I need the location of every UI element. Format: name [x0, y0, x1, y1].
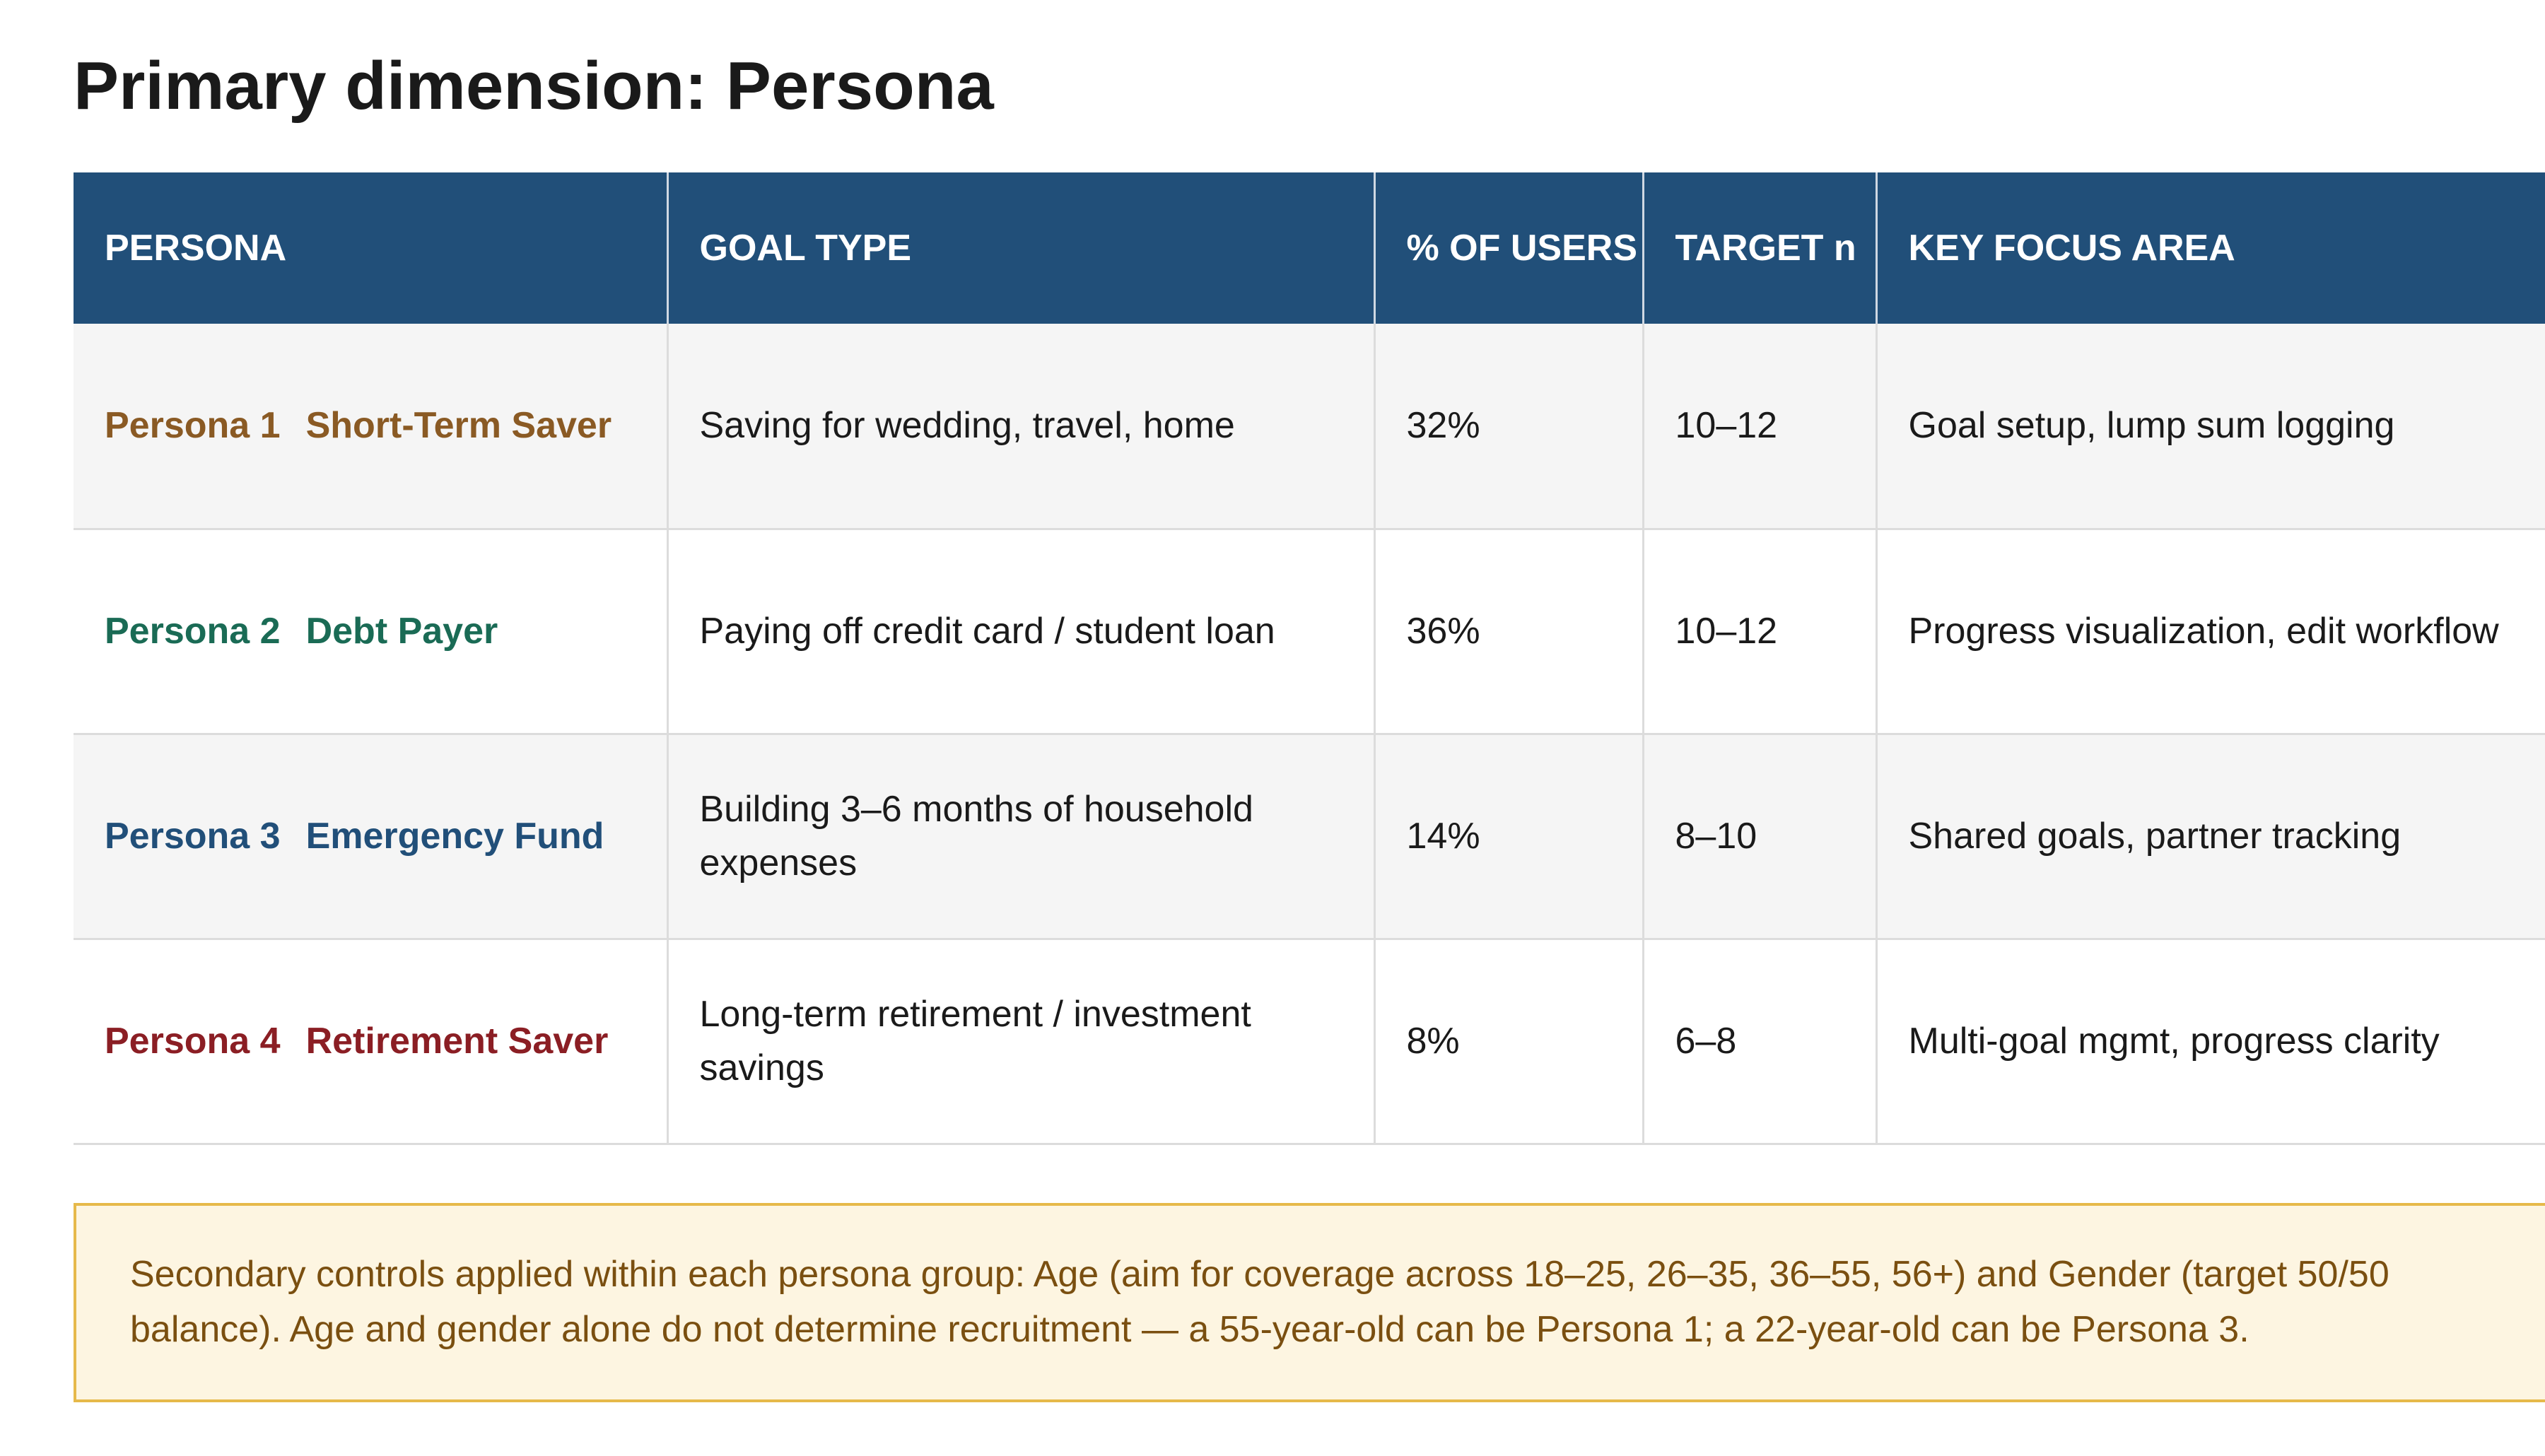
persona-cell: Persona 3 Emergency Fund [74, 734, 669, 939]
persona-name: Debt Payer [305, 611, 498, 652]
target-n-cell: 10–12 [1643, 324, 1878, 529]
column-header-key-focus-area: KEY FOCUS AREA [1908, 228, 2235, 269]
target-n-cell: 6–8 [1643, 939, 1878, 1144]
column-header-pct-users: % OF USERS [1374, 172, 1644, 324]
focus-area-cell: Goal setup, lump sum logging [1908, 405, 2395, 447]
table-header-row: PERSONA GOAL TYPE % OF USERS TARGET n KE… [74, 172, 2545, 324]
pct-users-cell: 36% [1374, 529, 1644, 734]
secondary-controls-note: Secondary controls applied within each p… [74, 1203, 2545, 1402]
table-row: Persona 4 Retirement Saver Long-term reti… [74, 939, 2545, 1144]
target-n-cell: 8–10 [1643, 734, 1878, 939]
pct-users-cell: 14% [1374, 734, 1644, 939]
persona-number: Persona 1 [105, 405, 281, 447]
persona-cell: Persona 4 Retirement Saver [74, 939, 669, 1144]
pct-users-cell: 32% [1374, 324, 1644, 529]
persona-number: Persona 4 [105, 1021, 281, 1062]
table-row: Persona 1 Short-Term Saver Saving for wed… [74, 324, 2545, 529]
focus-area-cell: Shared goals, partner tracking [1908, 816, 2401, 857]
persona-name: Short-Term Saver [305, 405, 612, 447]
goal-type-cell: Saving for wedding, travel, home [667, 324, 1376, 529]
goal-type-cell: Paying off credit card / student loan [667, 529, 1376, 734]
goal-type-cell: Building 3–6 months of household expense… [667, 734, 1376, 939]
focus-area-cell: Multi-goal mgmt, progress clarity [1908, 1021, 2440, 1062]
persona-cell: Persona 2 Debt Payer [74, 529, 669, 734]
column-header-goal-type: GOAL TYPE [667, 172, 1376, 324]
table-row: Persona 3 Emergency Fund Building 3–6 mon… [74, 734, 2545, 939]
pct-users-cell: 8% [1374, 939, 1644, 1144]
persona-name: Emergency Fund [305, 816, 604, 857]
table-row: Persona 2 Debt Payer Paying off credit ca… [74, 529, 2545, 734]
persona-name: Retirement Saver [305, 1021, 609, 1062]
persona-number: Persona 2 [105, 611, 281, 652]
target-n-cell: 10–12 [1643, 529, 1878, 734]
persona-table: PERSONA GOAL TYPE % OF USERS TARGET n KE… [74, 172, 2545, 1145]
persona-cell: Persona 1 Short-Term Saver [74, 324, 669, 529]
persona-number: Persona 3 [105, 816, 281, 857]
column-header-target-n: TARGET n [1643, 172, 1878, 324]
page-title: Primary dimension: Persona [74, 48, 994, 124]
column-header-persona: PERSONA [74, 172, 669, 324]
focus-area-cell: Progress visualization, edit workflow [1908, 611, 2499, 652]
goal-type-cell: Long-term retirement / investment saving… [667, 939, 1376, 1144]
